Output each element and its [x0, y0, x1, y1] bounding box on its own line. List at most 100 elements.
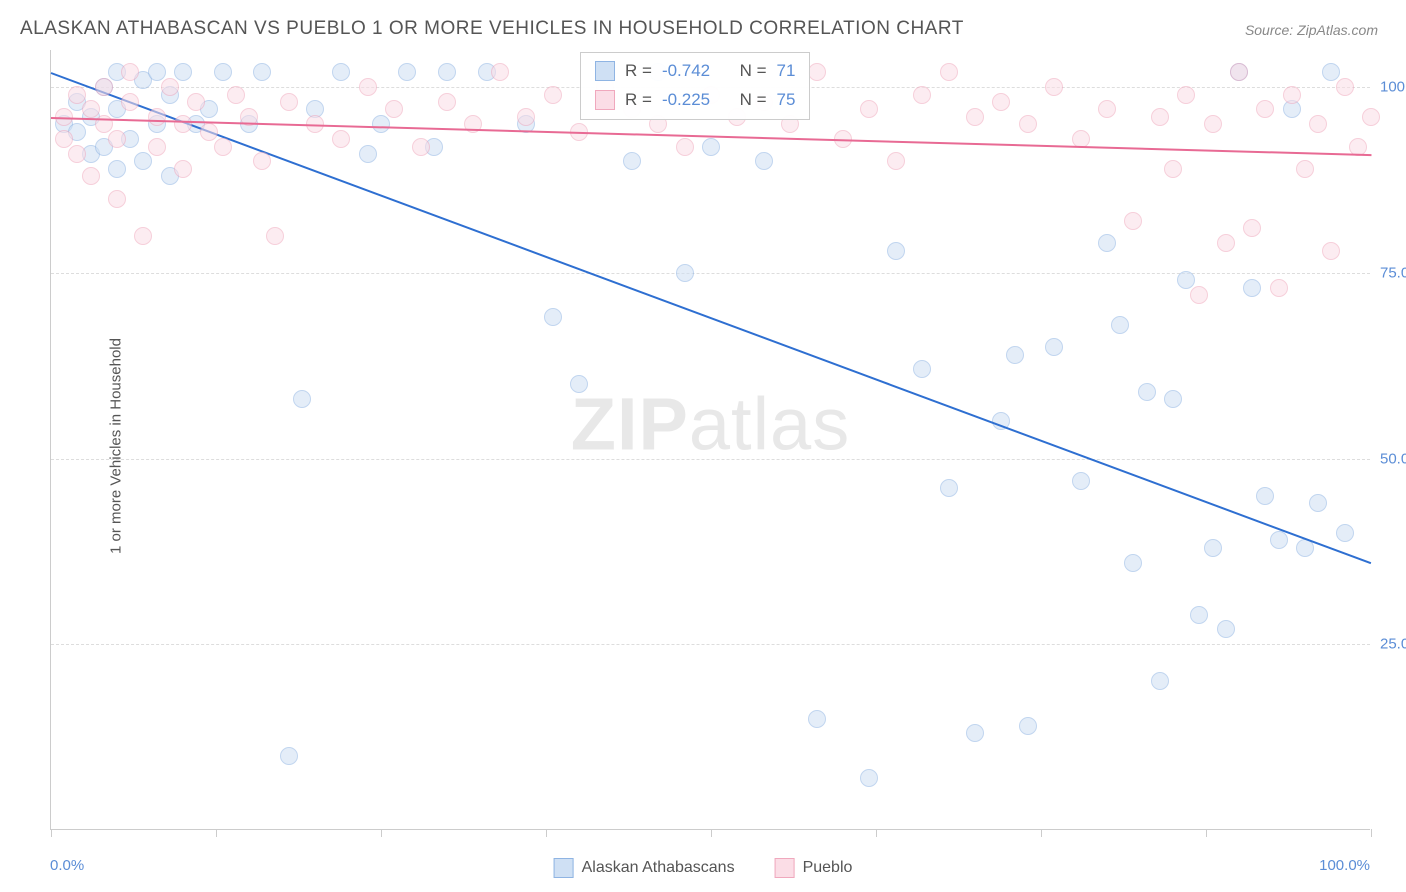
data-point [108, 160, 126, 178]
data-point [702, 138, 720, 156]
x-tick [51, 829, 52, 837]
legend-swatch-series2 [775, 858, 795, 878]
data-point [68, 86, 86, 104]
data-point [808, 710, 826, 728]
data-point [992, 93, 1010, 111]
data-point [359, 145, 377, 163]
data-point [1336, 78, 1354, 96]
data-point [517, 108, 535, 126]
gridline-h [51, 644, 1370, 645]
y-tick-label: 50.0% [1380, 450, 1406, 467]
watermark-zip: ZIP [571, 382, 689, 465]
data-point [121, 63, 139, 81]
data-point [1243, 279, 1261, 297]
data-point [1270, 531, 1288, 549]
swatch-series1 [595, 61, 615, 81]
data-point [1045, 78, 1063, 96]
x-tick [1371, 829, 1372, 837]
data-point [1190, 286, 1208, 304]
data-point [887, 242, 905, 260]
data-point [1309, 494, 1327, 512]
legend-item-series1: Alaskan Athabascans [554, 858, 735, 878]
data-point [966, 108, 984, 126]
y-tick-label: 25.0% [1380, 636, 1406, 653]
data-point [1124, 212, 1142, 230]
data-point [227, 86, 245, 104]
data-point [1177, 86, 1195, 104]
data-point [161, 78, 179, 96]
data-point [134, 227, 152, 245]
data-point [623, 152, 641, 170]
data-point [108, 190, 126, 208]
legend-swatch-series1 [554, 858, 574, 878]
data-point [1256, 100, 1274, 118]
data-point [860, 769, 878, 787]
x-tick [1041, 829, 1042, 837]
swatch-series2 [595, 90, 615, 110]
legend-label-series2: Pueblo [803, 859, 853, 877]
data-point [332, 63, 350, 81]
plot-area: ZIPatlas 25.0%50.0%75.0%100.0% [50, 50, 1370, 830]
data-point [134, 152, 152, 170]
x-tick [546, 829, 547, 837]
data-point [108, 130, 126, 148]
stats-row-series1: R = -0.742 N = 71 [595, 57, 795, 86]
data-point [1164, 160, 1182, 178]
x-tick [381, 829, 382, 837]
data-point [1111, 316, 1129, 334]
x-tick [216, 829, 217, 837]
data-point [1322, 242, 1340, 260]
data-point [174, 115, 192, 133]
data-point [280, 93, 298, 111]
chart-title: ALASKAN ATHABASCAN VS PUEBLO 1 OR MORE V… [20, 18, 964, 40]
data-point [940, 63, 958, 81]
data-point [1336, 524, 1354, 542]
data-point [253, 63, 271, 81]
r-value-series1: -0.742 [662, 57, 710, 86]
data-point [121, 93, 139, 111]
data-point [570, 375, 588, 393]
data-point [200, 123, 218, 141]
data-point [1098, 234, 1116, 252]
data-point [372, 115, 390, 133]
data-point [1256, 487, 1274, 505]
data-point [359, 78, 377, 96]
data-point [860, 100, 878, 118]
watermark: ZIPatlas [571, 381, 850, 466]
r-value-series2: -0.225 [662, 86, 710, 115]
data-point [755, 152, 773, 170]
data-point [1045, 338, 1063, 356]
r-label: R = [625, 86, 652, 115]
legend-item-series2: Pueblo [775, 858, 853, 878]
x-axis-max-label: 100.0% [1319, 857, 1370, 874]
data-point [412, 138, 430, 156]
data-point [174, 63, 192, 81]
data-point [1230, 63, 1248, 81]
data-point [1151, 672, 1169, 690]
x-tick [876, 829, 877, 837]
data-point [544, 86, 562, 104]
data-point [253, 152, 271, 170]
data-point [1217, 620, 1235, 638]
data-point [1177, 271, 1195, 289]
data-point [332, 130, 350, 148]
data-point [1204, 539, 1222, 557]
data-point [1072, 472, 1090, 490]
n-label: N = [740, 86, 767, 115]
data-point [1164, 390, 1182, 408]
data-point [1019, 115, 1037, 133]
data-point [1151, 108, 1169, 126]
data-point [913, 86, 931, 104]
data-point [174, 160, 192, 178]
data-point [95, 78, 113, 96]
data-point [676, 138, 694, 156]
data-point [187, 93, 205, 111]
y-tick-label: 100.0% [1380, 79, 1406, 96]
data-point [438, 93, 456, 111]
r-label: R = [625, 57, 652, 86]
data-point [214, 138, 232, 156]
source-attribution: Source: ZipAtlas.com [1245, 22, 1378, 38]
data-point [1098, 100, 1116, 118]
data-point [1296, 160, 1314, 178]
data-point [1019, 717, 1037, 735]
